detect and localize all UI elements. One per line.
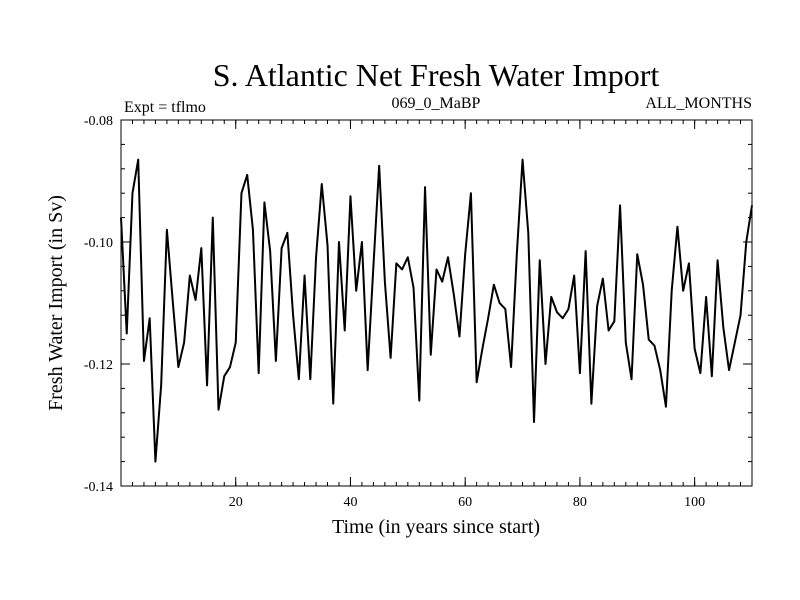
y-tick-label: -0.14 (84, 480, 113, 495)
plot-frame (120, 119, 753, 487)
x-tick-label: 20 (229, 495, 243, 510)
x-axis-label: Time (in years since start) (332, 516, 540, 538)
y-tick-label: -0.08 (84, 114, 113, 129)
x-tick-label: 100 (684, 495, 705, 510)
y-tick-label: -0.10 (84, 236, 113, 251)
x-tick-label: 80 (573, 495, 587, 510)
y-tick-label: -0.12 (84, 358, 113, 373)
subtitle-left: Expt = tflmo (124, 99, 206, 116)
series-line (120, 158, 753, 463)
subtitle-right: ALL_MONTHS (645, 95, 752, 112)
axis-tick-labels: 20 40 60 80 100 -0.14 -0.12 -0.10 -0.08 (84, 114, 705, 510)
x-tick-label: 60 (458, 495, 472, 510)
subtitle-center: 069_0_MaBP (392, 95, 481, 112)
x-tick-label: 40 (343, 495, 357, 510)
y-axis-label: Fresh Water Import (in Sv) (45, 195, 67, 411)
chart-title: S. Atlantic Net Fresh Water Import (213, 57, 660, 93)
